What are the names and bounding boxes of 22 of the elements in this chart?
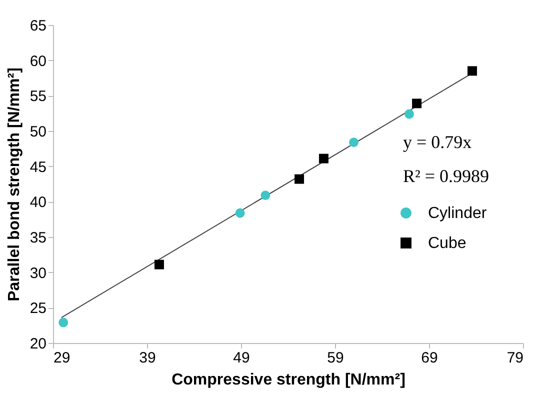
y-tick-label: 25 (30, 300, 46, 318)
x-axis-title: Compressive strength [N/mm²] (172, 372, 406, 388)
x-tick-label: 79 (506, 350, 524, 366)
y-tick-label: 60 (30, 52, 46, 70)
y-tick-label: 50 (30, 124, 46, 140)
x-tick-label: 49 (233, 350, 250, 366)
legend-label: Cube (428, 235, 466, 252)
x-tick-label: 59 (327, 350, 344, 366)
y-tick-label: 65 (30, 18, 46, 34)
annotation: y = 0.79x (403, 132, 472, 152)
legend-label: Cylinder (428, 205, 488, 222)
y-tick-label: 35 (30, 230, 46, 246)
x-tick-label: 39 (139, 350, 156, 366)
x-tick-label: 29 (54, 350, 70, 366)
y-tick-label: 55 (30, 88, 46, 106)
y-tick-label: 40 (30, 194, 46, 212)
y-tick-label: 30 (30, 264, 46, 282)
y-tick-label: 45 (30, 158, 46, 176)
annotation: R² = 0.9989 (403, 166, 490, 186)
y-axis-title: Parallel bond strength [N/mm²] (6, 68, 23, 302)
y-tick-label: 20 (30, 336, 46, 352)
x-tick-label: 69 (421, 350, 438, 366)
